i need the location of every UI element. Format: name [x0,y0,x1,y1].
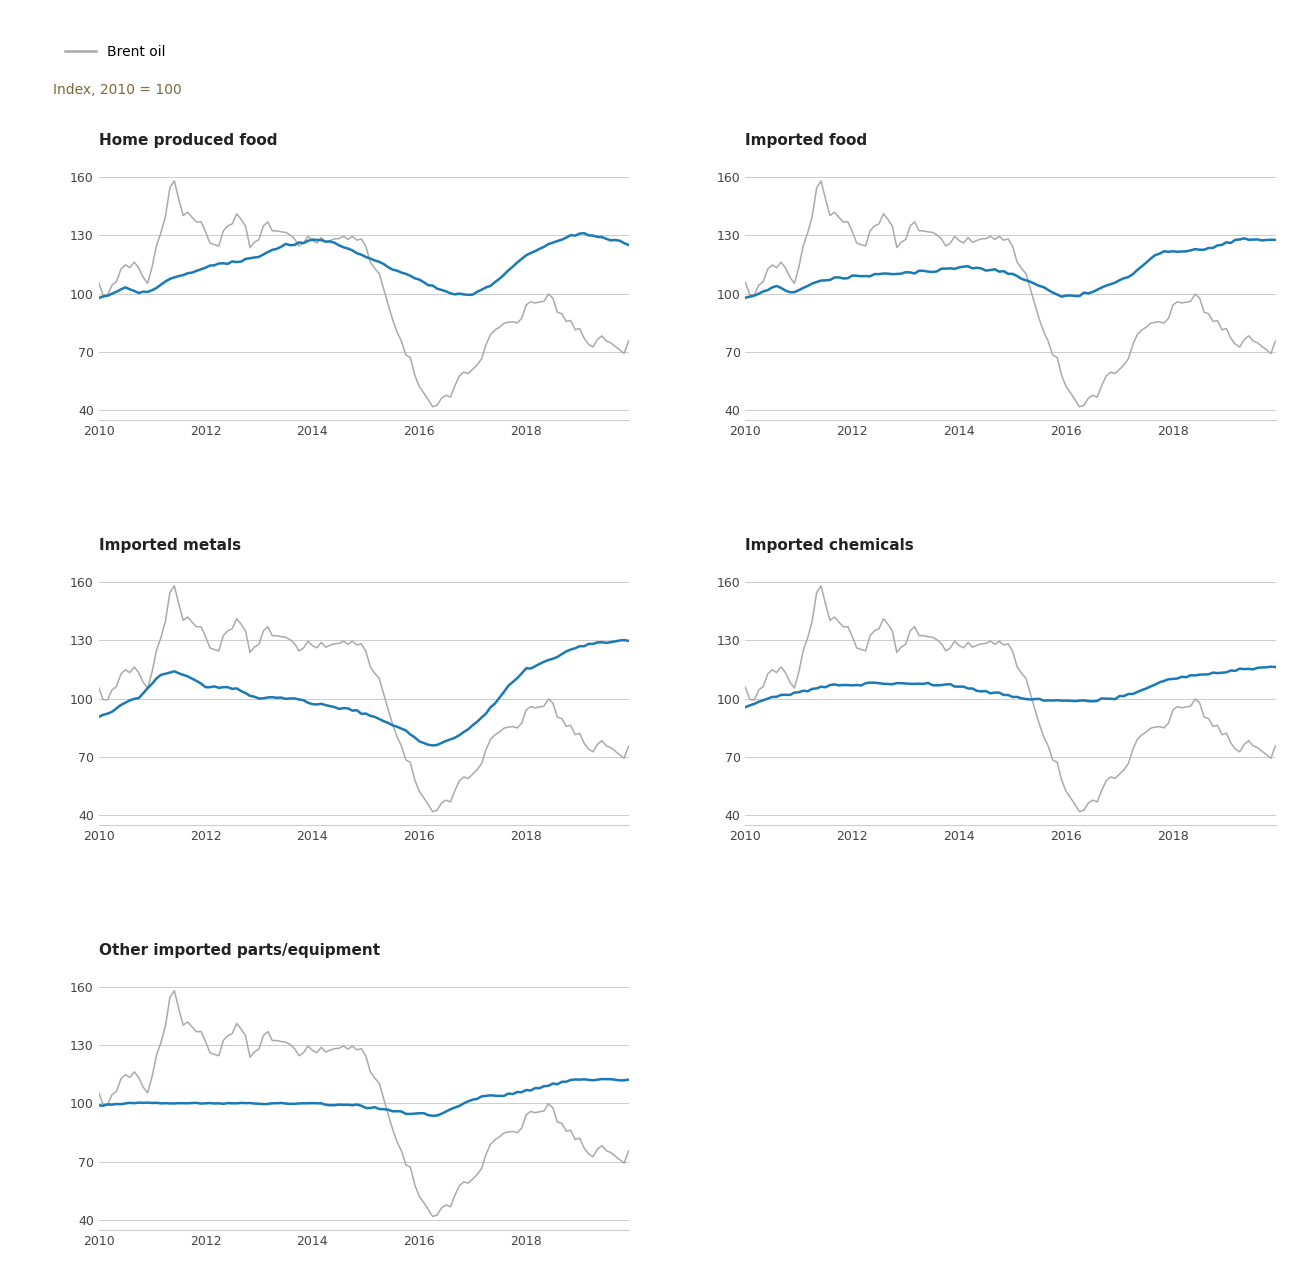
Text: Index, 2010 = 100: Index, 2010 = 100 [53,83,181,97]
Text: Imported food: Imported food [746,133,868,149]
Legend: Brent oil: Brent oil [59,38,171,64]
Text: Other imported parts/equipment: Other imported parts/equipment [99,943,380,958]
Text: Imported metals: Imported metals [99,538,241,553]
Text: Home produced food: Home produced food [99,133,277,149]
Text: Imported chemicals: Imported chemicals [746,538,914,553]
